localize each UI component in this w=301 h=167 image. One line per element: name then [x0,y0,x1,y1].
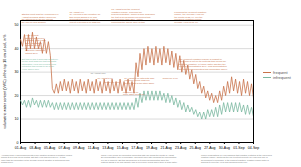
svg-text:13-Aug: 13-Aug [102,145,113,149]
svg-text:11-Aug: 11-Aug [88,145,99,149]
svg-text:15-Aug: 15-Aug [117,145,128,149]
svg-text:03-Aug: 03-Aug [29,145,40,149]
svg-text:10: 10 [15,117,19,121]
svg-text:25-Aug: 25-Aug [190,145,201,149]
svg-text:05-Aug: 05-Aug [44,145,55,149]
svg-text:Starting point was the recordi: Starting point was the recording of 1Aug… [22,13,59,23]
svg-text:Following the frequent irrigat: Following the frequent irrigationregime,… [174,11,207,23]
svg-text:30: 30 [15,70,19,74]
svg-text:09-Aug: 09-Aug [73,145,84,149]
svg-text:0: 0 [17,141,19,145]
svg-text:27-Aug: 27-Aug [204,145,215,149]
svg-text:frequency 8.00more water below: frequency 8.00more water below 5% [123,91,145,96]
svg-text:volumetric water content (VWC): volumetric water content (VWC) of the to… [3,34,7,128]
svg-text:16 August 8.00: 16 August 8.00 [97,77,113,79]
svg-text:frequency 9.00: frequency 9.00 [104,81,120,83]
svg-text:40: 40 [15,47,19,51]
svg-text:21-Aug: 21-Aug [160,145,171,149]
svg-text:16 August 8.00 with both alsor: 16 August 8.00 with both alsoreference b… [124,77,155,85]
svg-text:01-Sep: 01-Sep [233,145,244,149]
svg-text:19-Aug: 19-Aug [146,145,157,149]
svg-text:15 August (xx)11 Aug from 8 so: 15 August (xx)11 Aug from 8 soil moistur… [69,11,101,23]
svg-text:20: 20 [15,94,19,98]
svg-text:30-Aug: 30-Aug [219,145,230,149]
svg-text:15 August from the frequentirr: 15 August from the frequentirrigation re… [111,8,155,23]
svg-text:frequency 8.00: frequency 8.00 [163,77,179,79]
svg-text:07-Aug: 07-Aug [59,145,70,149]
svg-text:15 August rain!: 15 August rain! [90,72,106,74]
svg-text:01-Aug: 01-Aug [15,145,26,149]
svg-text:23-Aug: 23-Aug [175,145,186,149]
svg-text:The frequent irrigation regime: The frequent irrigation regime is closes… [179,58,228,70]
svg-text:17-Aug: 17-Aug [131,145,142,149]
svg-text:But this is and it depends eff: But this is and it depends effectivelyon… [22,58,59,70]
svg-text:50: 50 [15,23,19,27]
svg-text:04-Sep: 04-Sep [248,145,259,149]
svg-text:VWC is moststrongly affected b: VWC is moststrongly affected byirrigatio… [25,34,46,54]
